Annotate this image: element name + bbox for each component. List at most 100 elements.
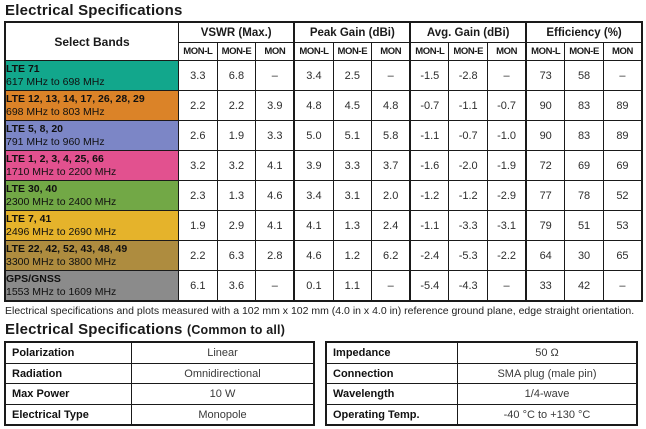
band-range: 2300 MHz to 2400 MHz xyxy=(6,195,117,208)
band-cell: LTE 71 617 MHz to 698 MHz xyxy=(4,60,179,91)
value-cell: -0.7 xyxy=(448,120,488,151)
common-tables-row: Polarization Linear Radiation Omnidirection… xyxy=(4,341,638,427)
value-cell: 90 xyxy=(525,90,566,121)
common-spec-label: Operating Temp. xyxy=(325,403,458,426)
value-cell: -1.1 xyxy=(409,210,450,241)
common-spec-label: Polarization xyxy=(4,341,132,364)
value-cell: – xyxy=(255,270,295,302)
value-cell: -5.3 xyxy=(448,240,488,271)
value-cell: -1.6 xyxy=(409,150,450,181)
spec-table-head: Select Bands VSWR (Max.) Peak Gain (dBi) A… xyxy=(4,21,643,61)
subcol-header: MON xyxy=(602,42,643,61)
spec-row: LTE 5, 8, 20 791 MHz to 960 MHz 2.6 1.9 3.3 5… xyxy=(4,120,643,151)
value-cell: -3.3 xyxy=(448,210,488,241)
value-cell: -1.2 xyxy=(448,180,488,211)
common-spec-row: Operating Temp. -40 °C to +130 °C xyxy=(325,403,638,426)
value-cell: 2.2 xyxy=(178,240,218,271)
value-cell: – xyxy=(255,60,295,91)
group-header-2: Avg. Gain (dBi) xyxy=(409,21,527,43)
common-spec-row: Connection SMA plug (male pin) xyxy=(325,362,638,385)
value-cell: 51 xyxy=(564,210,604,241)
value-cell: 4.1 xyxy=(293,210,334,241)
value-cell: 2.9 xyxy=(216,210,257,241)
value-cell: 90 xyxy=(525,120,566,151)
group-header-3: Efficiency (%) xyxy=(525,21,643,43)
common-section-title-suffix: (Common to all) xyxy=(186,323,286,338)
value-cell: – xyxy=(487,270,527,302)
value-cell: -2.2 xyxy=(487,240,527,271)
common-spec-label: Connection xyxy=(325,362,458,385)
value-cell: 1.2 xyxy=(332,240,373,271)
value-cell: 1.9 xyxy=(216,120,257,151)
value-cell: 42 xyxy=(564,270,604,302)
value-cell: 83 xyxy=(564,120,604,151)
value-cell: 3.1 xyxy=(332,180,373,211)
value-cell: 6.1 xyxy=(178,270,218,302)
value-cell: – xyxy=(602,270,643,302)
value-cell: 52 xyxy=(602,180,643,211)
band-range: 791 MHz to 960 MHz xyxy=(6,135,105,148)
value-cell: 3.2 xyxy=(178,150,218,181)
band-name: LTE 30, 40 xyxy=(6,183,58,196)
value-cell: 78 xyxy=(564,180,604,211)
common-spec-row: Impedance 50 Ω xyxy=(325,341,638,364)
value-cell: 58 xyxy=(564,60,604,91)
common-spec-row: Electrical Type Monopole xyxy=(4,403,315,426)
band-name: GPS/GNSS xyxy=(6,273,61,286)
band-range: 3300 MHz to 3800 MHz xyxy=(6,255,117,268)
subcol-header: MON-L xyxy=(409,42,450,61)
value-cell: 89 xyxy=(602,90,643,121)
value-cell: 2.2 xyxy=(178,90,218,121)
band-cell: LTE 5, 8, 20 791 MHz to 960 MHz xyxy=(4,120,179,151)
value-cell: -1.1 xyxy=(448,90,488,121)
spec-row: LTE 22, 42, 52, 43, 48, 49 3300 MHz to 38… xyxy=(4,240,643,271)
band-cell: LTE 7, 41 2496 MHz to 2690 MHz xyxy=(4,210,179,241)
band-range: 617 MHz to 698 MHz xyxy=(6,75,105,88)
value-cell: – xyxy=(371,60,411,91)
value-cell: 5.1 xyxy=(332,120,373,151)
common-spec-value: 10 W xyxy=(131,383,315,405)
value-cell: -1.9 xyxy=(487,150,527,181)
value-cell: 4.5 xyxy=(332,90,373,121)
value-cell: -1.1 xyxy=(409,120,450,151)
value-cell: -2.9 xyxy=(487,180,527,211)
value-cell: 6.2 xyxy=(371,240,411,271)
common-left-body: Polarization Linear Radiation Omnidirection… xyxy=(4,341,315,426)
value-cell: 2.6 xyxy=(178,120,218,151)
band-name: LTE 12, 13, 14, 17, 26, 28, 29 xyxy=(6,93,145,106)
value-cell: 2.2 xyxy=(216,90,257,121)
band-range: 1553 MHz to 1609 MHz xyxy=(6,285,117,298)
common-spec-value: -40 °C to +130 °C xyxy=(457,403,638,426)
value-cell: 89 xyxy=(602,120,643,151)
value-cell: – xyxy=(602,60,643,91)
value-cell: 3.9 xyxy=(293,150,334,181)
value-cell: 4.6 xyxy=(255,180,295,211)
value-cell: 64 xyxy=(525,240,566,271)
value-cell: 3.7 xyxy=(371,150,411,181)
value-cell: 72 xyxy=(525,150,566,181)
value-cell: 79 xyxy=(525,210,566,241)
band-range: 2496 MHz to 2690 MHz xyxy=(6,225,117,238)
value-cell: 53 xyxy=(602,210,643,241)
subcol-header: MON xyxy=(487,42,527,61)
value-cell: 3.3 xyxy=(332,150,373,181)
value-cell: 1.1 xyxy=(332,270,373,302)
band-cell: LTE 22, 42, 52, 43, 48, 49 3300 MHz to 38… xyxy=(4,240,179,271)
subcol-header: MON-E xyxy=(564,42,604,61)
value-cell: 77 xyxy=(525,180,566,211)
common-spec-value: 50 Ω xyxy=(457,341,638,364)
value-cell: 3.9 xyxy=(255,90,295,121)
value-cell: 1.3 xyxy=(332,210,373,241)
value-cell: 2.0 xyxy=(371,180,411,211)
band-name: LTE 5, 8, 20 xyxy=(6,123,63,136)
value-cell: 2.8 xyxy=(255,240,295,271)
common-spec-table-left: Polarization Linear Radiation Omnidirection… xyxy=(4,341,315,427)
electrical-spec-table: Select Bands VSWR (Max.) Peak Gain (dBi) A… xyxy=(4,21,643,302)
value-cell: 2.4 xyxy=(371,210,411,241)
common-right-body: Impedance 50 Ω Connection SMA plug (male pi… xyxy=(325,341,638,426)
subcol-header: MON-E xyxy=(332,42,373,61)
band-cell: LTE 30, 40 2300 MHz to 2400 MHz xyxy=(4,180,179,211)
subcol-header: MON-E xyxy=(448,42,488,61)
band-name: LTE 1, 2, 3, 4, 25, 66 xyxy=(6,153,104,166)
